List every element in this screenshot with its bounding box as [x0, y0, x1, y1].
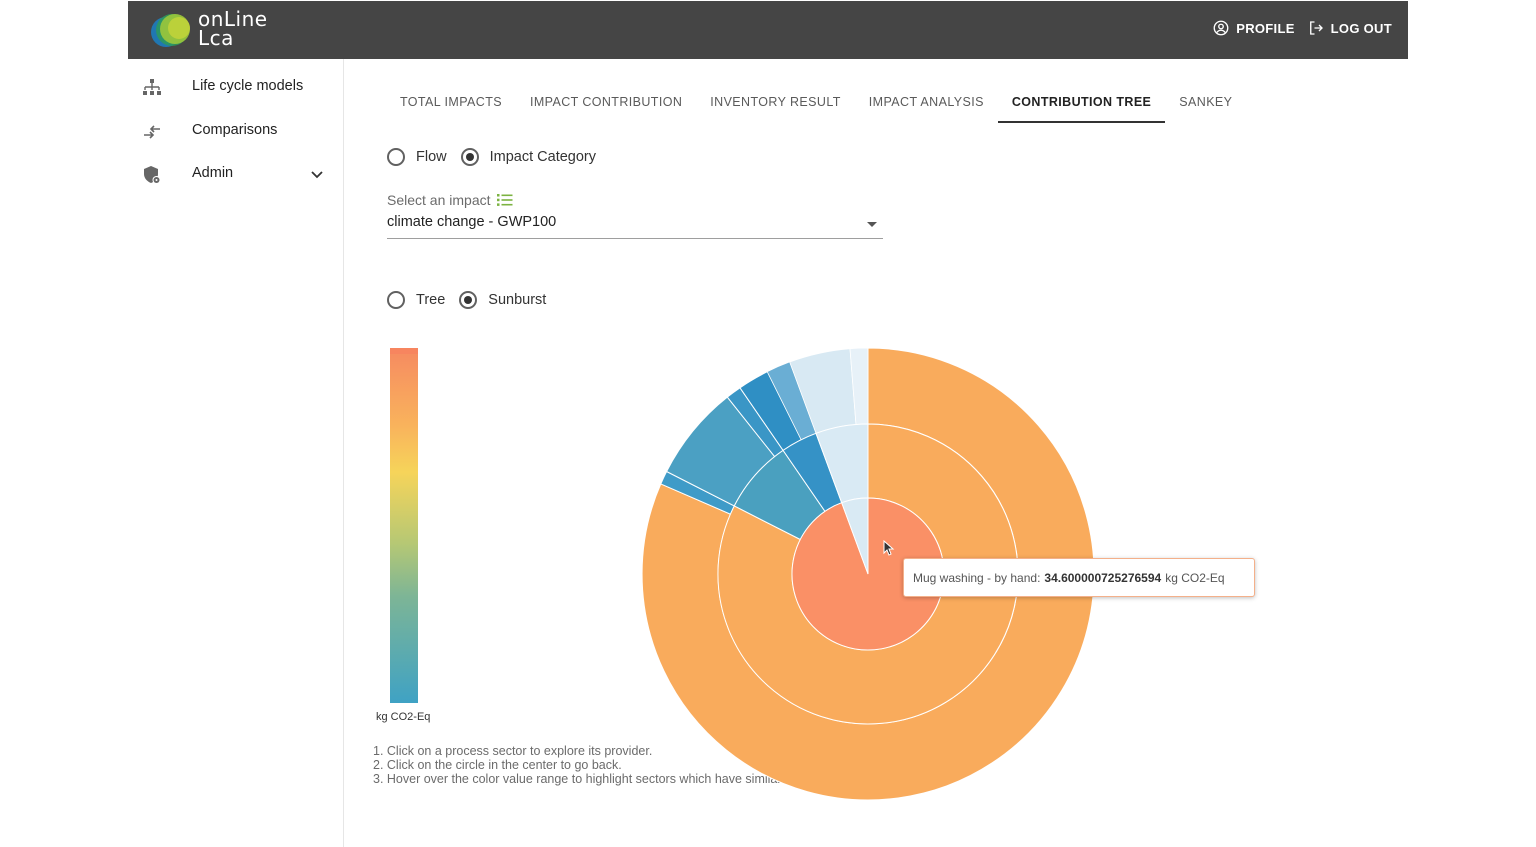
top-nav: PROFILE LOG OUT — [1212, 19, 1392, 37]
view-radio-group: Tree Sunburst — [387, 291, 560, 309]
mouse-pointer-icon — [883, 540, 895, 556]
impact-select-label-text: Select an impact — [387, 192, 491, 208]
sidebar-item-label: Admin — [192, 165, 234, 181]
logo-circles-icon — [151, 14, 190, 47]
tab-total-impacts[interactable]: TOTAL IMPACTS — [400, 95, 502, 109]
sunburst-radio[interactable]: Sunburst — [459, 291, 546, 309]
sidebar-item-comparisons[interactable]: Comparisons — [128, 111, 344, 151]
instructions-list: 1. Click on a process sector to explore … — [373, 744, 825, 786]
radio-checked-icon — [459, 291, 478, 309]
logout-icon — [1309, 21, 1323, 35]
logo-wordmark: onLine Lca — [198, 7, 268, 50]
instruction-item: 2. Click on the circle in the center to … — [373, 757, 622, 772]
list-icon[interactable] — [496, 193, 513, 207]
flow-radio[interactable]: Flow — [387, 148, 447, 166]
tooltip-name: Mug washing - by hand: — [913, 570, 1041, 585]
radio-unchecked-icon — [387, 291, 405, 309]
tab-inventory-result[interactable]: INVENTORY RESULT — [710, 95, 841, 109]
logout-button[interactable]: LOG OUT — [1307, 19, 1392, 37]
tooltip-value: 34.600000725276594 — [1044, 570, 1162, 585]
compare-arrows-icon — [144, 125, 160, 139]
tooltip-unit: kg CO2-Eq — [1165, 570, 1225, 585]
flow-radio-label: Flow — [416, 149, 447, 165]
app-frame: onLine Lca PROFILE LOG OUT — [128, 0, 1408, 847]
admin-shield-icon — [144, 166, 161, 184]
logout-label: LOG OUT — [1330, 20, 1392, 36]
color-scale-legend[interactable] — [390, 348, 418, 703]
radio-checked-icon — [460, 148, 479, 166]
logo-line-1: onLine — [198, 7, 268, 31]
tree-radio-label: Tree — [416, 292, 446, 308]
tab-impact-contribution[interactable]: IMPACT CONTRIBUTION — [529, 95, 683, 109]
sidebar: Life cycle models Comparisons Admin — [128, 59, 344, 847]
chevron-down-icon[interactable] — [309, 166, 325, 182]
sidebar-item-label: Comparisons — [192, 122, 278, 138]
tree-radio[interactable]: Tree — [387, 291, 445, 309]
tab-sankey[interactable]: SANKEY — [1179, 95, 1233, 109]
impact-category-radio[interactable]: Impact Category — [460, 148, 597, 166]
sidebar-item-admin[interactable]: Admin — [128, 154, 344, 194]
impact-select[interactable]: climate change - GWP100 — [387, 212, 883, 239]
app-logo[interactable]: onLine Lca — [148, 6, 288, 54]
impact-select-label: Select an impact — [387, 192, 513, 208]
impact-category-radio-label: Impact Category — [489, 149, 597, 165]
instruction-item: 1. Click on a process sector to explore … — [373, 744, 653, 758]
mode-radio-group: Flow Impact Category — [387, 148, 610, 166]
radio-unchecked-icon — [387, 148, 405, 166]
top-app-bar: onLine Lca PROFILE LOG OUT — [128, 1, 1408, 59]
profile-label: PROFILE — [1236, 20, 1295, 36]
sunburst-center-other[interactable] — [841, 497, 869, 575]
sunburst-center-mug-washing[interactable] — [791, 497, 945, 651]
sunburst-radio-label: Sunburst — [488, 292, 547, 308]
result-tabs: TOTAL IMPACTS IMPACT CONTRIBUTION INVENT… — [386, 85, 1246, 125]
dropdown-arrow-icon — [867, 222, 877, 227]
hierarchy-icon — [143, 79, 161, 95]
tab-contribution-tree[interactable]: CONTRIBUTION TREE — [997, 85, 1166, 123]
logo-line-2: Lca — [198, 26, 234, 50]
instruction-item: 3. Hover over the color value range to h… — [373, 771, 825, 786]
legend-unit-label: kg CO2-Eq — [376, 711, 431, 723]
sidebar-item-life-cycle-models[interactable]: Life cycle models — [128, 67, 344, 107]
sidebar-item-label: Life cycle models — [192, 78, 304, 94]
tab-impact-analysis[interactable]: IMPACT ANALYSIS — [868, 95, 984, 109]
sunburst-chart — [641, 347, 1095, 801]
account-circle-icon — [1213, 20, 1229, 36]
impact-select-value: climate change - GWP100 — [387, 214, 557, 230]
sunburst-tooltip: Mug washing - by hand: 34.60000072527659… — [903, 558, 1255, 597]
profile-button[interactable]: PROFILE — [1212, 19, 1294, 37]
